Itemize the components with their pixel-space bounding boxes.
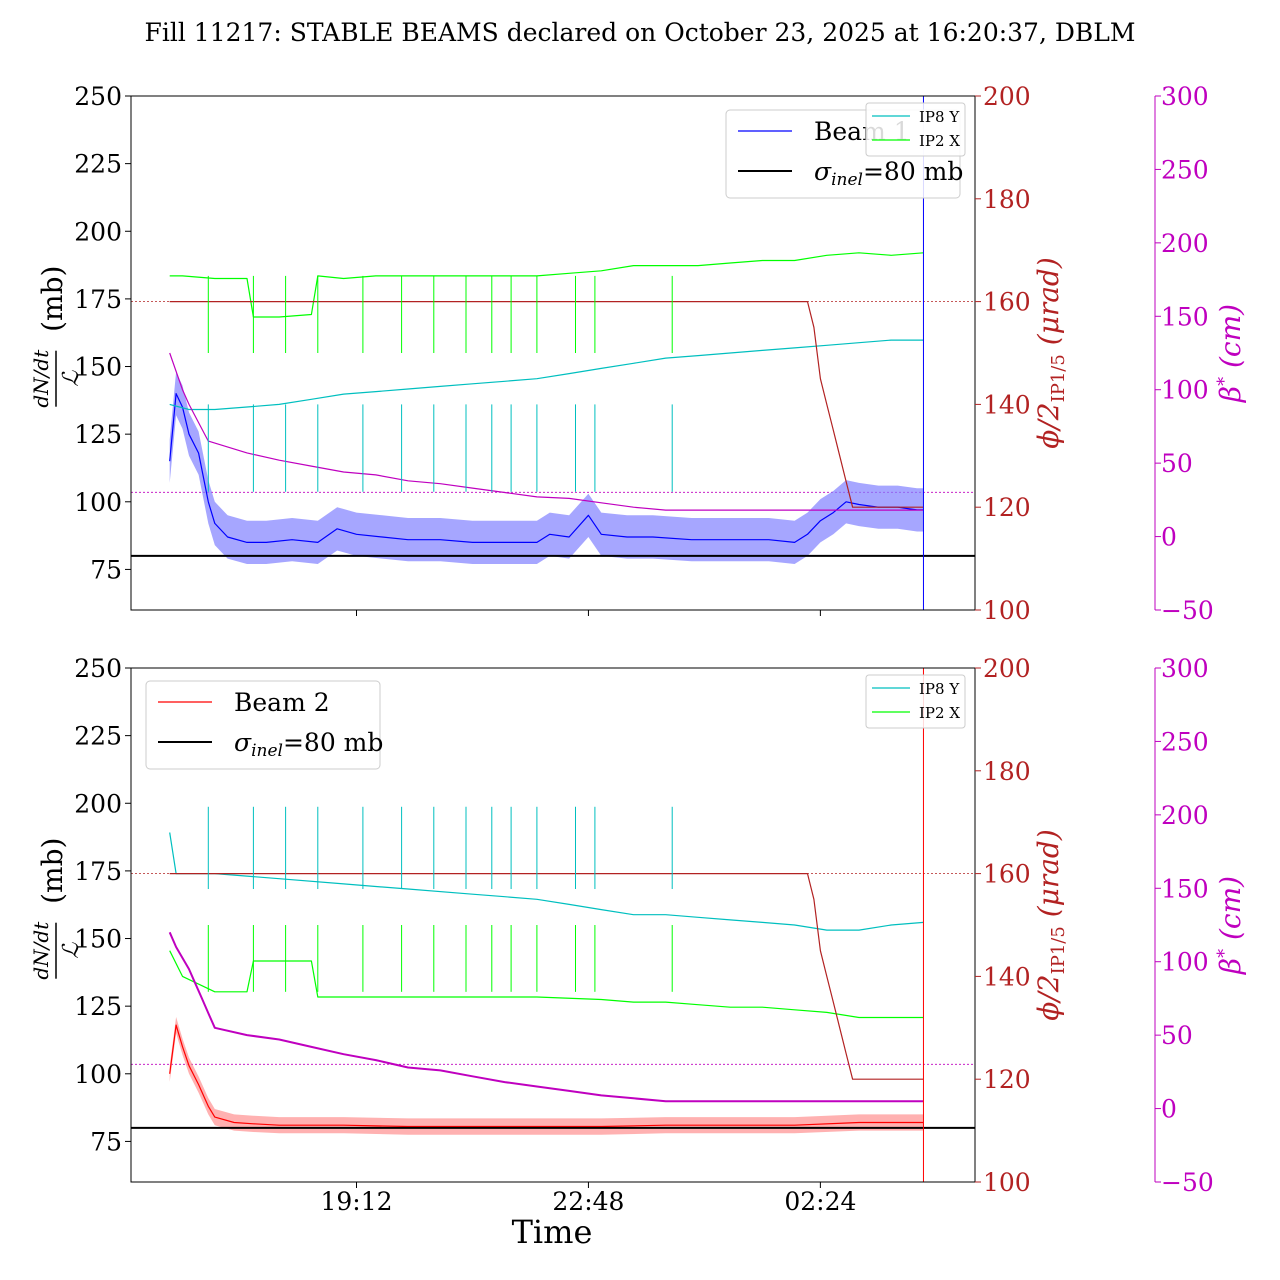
y-label-frac-num: dN/dt [29,921,53,980]
y-label-frac-num: dN/dt [29,349,53,408]
legend-label-ip8: IP8 Y [919,108,960,126]
y-axis-label-left: (mb) dN/dt ℒ [29,266,84,408]
legend-main: Beam 2 σinel=80 mb [145,680,383,770]
legend-label-sigma: σinel=80 mb [234,728,383,761]
y-tick-label-beta: 150 [1161,874,1209,903]
y-label-frac-den: ℒ [59,370,84,387]
series-line-beam-2 [169,1024,924,1128]
plot-frame [130,667,976,1183]
crossing-label-text: ϕ/2IP1/5 (μrad) [1032,257,1069,449]
series-line-beam-1 [169,393,924,544]
y-tick-label-crossing: 160 [983,860,1031,889]
y-label-unit: (mb) [36,838,69,904]
y-tick-label-crossing: 100 [983,1168,1031,1197]
y-tick-label-beta: 300 [1161,654,1209,683]
y-tick-label-beta: 100 [1161,376,1209,405]
y-axis-label-beta: β* (cm) [1214,304,1247,403]
y-tick-label-beta: 250 [1161,727,1209,756]
series-line-- [168,931,924,1103]
series-line-ip8-y [169,832,924,931]
legend-label-sigma: σinel=80 mb [814,157,963,190]
y-tick-label-crossing: 100 [983,596,1031,625]
y-tick-label-beta: −50 [1161,596,1214,625]
y-tick-label-beta: 50 [1161,449,1193,478]
y-tick-label-crossing: 140 [983,390,1031,419]
series-line-ip8-y [169,339,924,411]
x-axis-label: Time [511,1213,593,1251]
y-tick-label-beta: 300 [1161,82,1209,111]
y-axis-label-crossing: ϕ/2IP1/5 (μrad) [1032,829,1069,1021]
series-band-beam2 [169,1017,924,1135]
y-tick-label-crossing: 120 [983,1065,1031,1094]
y-tick-label-left: 175 [74,285,122,314]
plot-area [131,668,975,1182]
series-band-beam1 [169,371,924,564]
legend-label-ip2: IP2 X [919,704,960,722]
beta-label-text: β* (cm) [1214,304,1247,403]
y-tick-label-left: 250 [74,654,122,683]
y-tick-label-left: 200 [74,217,122,246]
legend-small: IP8 Y IP2 X [865,102,966,157]
series-line--2-ip1-5 [169,301,924,508]
legend-label-ip2: IP2 X [919,132,960,150]
y-axis-label-crossing: ϕ/2IP1/5 (μrad) [1032,257,1069,449]
y-tick-label-crossing: 120 [983,493,1031,522]
y-tick-label-crossing: 140 [983,962,1031,991]
y-tick-label-left: 175 [74,857,122,886]
y-tick-label-beta: 0 [1161,1095,1177,1124]
y-tick-label-left: 150 [74,353,122,382]
y-tick-label-beta: 50 [1161,1021,1193,1050]
legend-main-box [145,680,381,770]
legend-small: IP8 Y IP2 X [865,674,966,729]
y-tick-label-left: 75 [90,555,122,584]
x-tick-label: 19:12 [320,1187,392,1216]
y-tick-label-crossing: 180 [983,185,1031,214]
series-line--2-ip1-5 [169,872,924,1080]
y-tick-label-crossing: 180 [983,757,1031,786]
y-tick-label-beta: 100 [1161,948,1209,977]
y-tick-label-left: 100 [74,1060,122,1089]
x-tick-label: 22:48 [552,1187,624,1216]
y-tick-label-left: 250 [74,82,122,111]
y-tick-label-left: 200 [74,789,122,818]
y-label-frac-den: ℒ [59,942,84,959]
y-tick-label-beta: −50 [1161,1168,1214,1197]
plot-frame [130,95,976,611]
legend-label-beam: Beam 2 [234,688,330,717]
y-tick-label-crossing: 160 [983,288,1031,317]
y-tick-label-left: 225 [74,150,122,179]
y-label-unit: (mb) [36,266,69,332]
y-tick-label-beta: 200 [1161,801,1209,830]
y-tick-label-beta: 150 [1161,302,1209,331]
y-axis-label-left: (mb) dN/dt ℒ [29,838,84,980]
x-tick-label: 02:24 [784,1187,856,1216]
y-tick-label-crossing: 200 [983,82,1031,111]
chart-panel-bottom: 75 100 125 150 175 200 225 250 100 120 140 160 180 20… [29,654,1247,1216]
y-axis-label-beta: β* (cm) [1214,876,1247,975]
series-line-ip2-x [169,950,924,1019]
crossing-label-text: ϕ/2IP1/5 (μrad) [1032,829,1069,1021]
y-tick-label-beta: 250 [1161,155,1209,184]
legend-label-ip8: IP8 Y [919,680,960,698]
chart-panel-top: 75 100 125 150 175 200 225 250 100 120 140 160 180 20… [29,82,1247,625]
y-tick-label-left: 150 [74,925,122,954]
figure-title: Fill 11217: STABLE BEAMS declared on Oct… [144,18,1136,47]
y-tick-label-left: 225 [74,722,122,751]
y-tick-label-crossing: 200 [983,654,1031,683]
y-tick-label-left: 125 [74,420,122,449]
y-tick-label-left: 75 [90,1127,122,1156]
y-tick-label-beta: 0 [1161,523,1177,552]
y-tick-label-left: 100 [74,488,122,517]
series-line-ip2-x [169,252,924,318]
y-tick-label-left: 125 [74,992,122,1021]
y-tick-label-beta: 200 [1161,229,1209,258]
beta-label-text: β* (cm) [1214,876,1247,975]
